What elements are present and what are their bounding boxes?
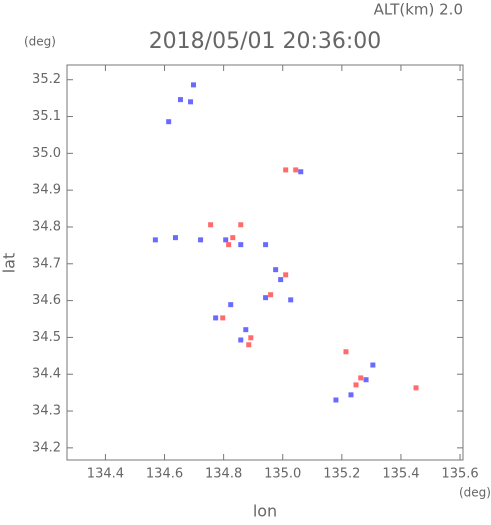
y-tick-label: 34.8 [32,219,61,234]
point [152,237,158,243]
y-tick-label: 34.9 [32,183,61,198]
point [208,222,214,228]
point [343,349,349,355]
point [213,315,219,321]
point [263,295,269,301]
y-tick-label: 34.6 [32,293,61,308]
y-tick-label: 35.2 [32,72,61,87]
point [413,385,419,391]
point [238,337,244,343]
chart-title: 2018/05/01 20:36:00 [149,29,382,54]
point [363,377,369,383]
x-unit: (deg) [459,486,491,500]
y-tick-label: 35.1 [32,109,61,124]
x-tick-label: 135.4 [382,467,419,482]
y-tick-label: 34.7 [32,256,61,271]
point [220,315,226,321]
y-unit: (deg) [24,35,56,49]
point [348,392,354,398]
point [288,297,294,303]
point [353,382,359,388]
x-tick-label: 135.0 [264,467,301,482]
point [358,375,364,381]
x-tick-label: 135.2 [323,467,360,482]
point [228,302,234,308]
point [230,235,236,241]
point [226,242,232,248]
point [172,235,178,241]
y-tick-label: 34.5 [32,330,61,345]
y-tick-label: 34.4 [32,367,61,382]
point [278,277,284,283]
y-tick-label: 35.0 [32,146,61,161]
y-tick-label: 34.3 [32,404,61,419]
point [370,362,376,368]
x-tick-label: 134.4 [87,467,124,482]
point [283,272,289,278]
point [273,267,279,273]
y-axis-label: lat [0,253,19,274]
x-tick-label: 134.6 [146,467,183,482]
point [268,292,274,298]
point [283,167,289,173]
subtitle: ALT(km) 2.0 [374,1,463,19]
point [246,342,252,348]
point [243,327,249,333]
point [198,237,204,243]
point [190,82,196,88]
x-axis-label: lon [253,502,277,521]
x-tick-label: 135.6 [441,467,478,482]
point [238,222,244,228]
point [223,237,229,243]
point [238,242,244,248]
point [177,97,183,103]
x-tick-label: 134.8 [205,467,242,482]
point [263,242,269,248]
point [248,335,254,341]
point [166,119,172,125]
point [333,397,339,403]
point [298,169,304,175]
point [293,167,299,173]
plot-frame [66,64,464,461]
point [188,99,194,105]
y-tick-label: 34.2 [32,440,61,455]
